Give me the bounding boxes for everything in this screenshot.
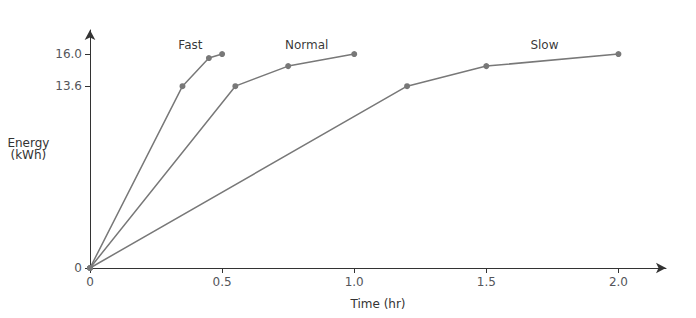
svg-text:Time (hr): Time (hr) — [349, 297, 405, 311]
svg-text:1.5: 1.5 — [477, 275, 496, 289]
svg-text:(kWh): (kWh) — [10, 148, 46, 162]
svg-text:2.0: 2.0 — [609, 275, 628, 289]
svg-text:0: 0 — [86, 275, 94, 289]
svg-text:Fast: Fast — [178, 38, 202, 52]
svg-text:1.0: 1.0 — [345, 275, 364, 289]
svg-text:Slow: Slow — [530, 38, 558, 52]
svg-text:13.6: 13.6 — [55, 79, 82, 93]
svg-text:Energy: Energy — [7, 136, 50, 150]
svg-text:16.0: 16.0 — [55, 47, 82, 61]
svg-text:0: 0 — [74, 261, 82, 275]
svg-text:Normal: Normal — [285, 38, 328, 52]
svg-text:0.5: 0.5 — [213, 275, 232, 289]
